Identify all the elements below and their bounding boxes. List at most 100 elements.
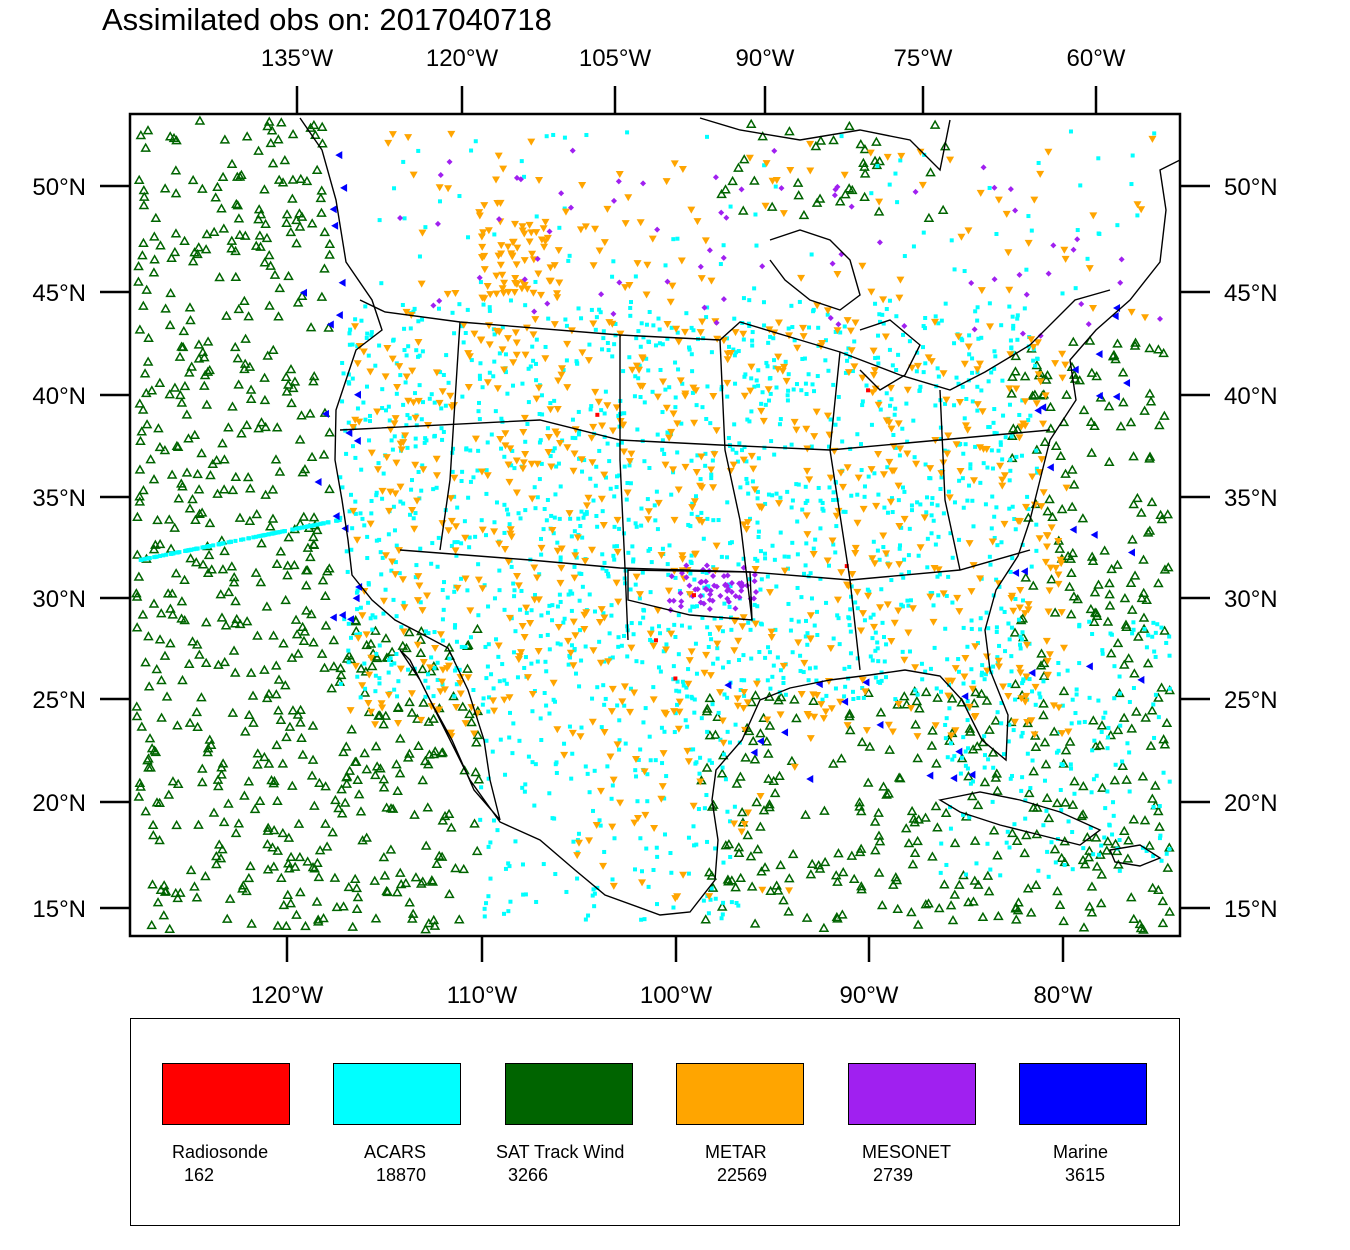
acars-marker bbox=[692, 577, 697, 582]
sat-track-wind-marker bbox=[911, 695, 923, 706]
metar-marker bbox=[667, 428, 676, 436]
acars-marker bbox=[367, 438, 372, 443]
acars-marker bbox=[873, 675, 878, 680]
acars-marker bbox=[744, 459, 749, 464]
acars-marker bbox=[599, 725, 604, 730]
acars-marker bbox=[993, 354, 998, 359]
sat-track-wind-marker bbox=[757, 131, 768, 141]
sat-track-wind-marker bbox=[370, 913, 382, 923]
metar-marker bbox=[1043, 532, 1052, 540]
mesonet-marker bbox=[616, 279, 623, 286]
acars-marker bbox=[917, 388, 922, 393]
mesonet-marker bbox=[1019, 330, 1026, 337]
metar-marker bbox=[942, 396, 951, 404]
acars-marker bbox=[585, 771, 590, 776]
metar-marker bbox=[582, 502, 591, 510]
sat-track-wind-marker bbox=[295, 704, 306, 715]
metar-marker bbox=[810, 713, 819, 721]
metar-marker bbox=[606, 753, 615, 761]
acars-marker bbox=[440, 588, 445, 593]
sat-track-wind-marker bbox=[968, 698, 980, 708]
sat-track-wind-marker bbox=[1042, 506, 1053, 516]
acars-marker bbox=[1027, 677, 1032, 682]
metar-marker bbox=[520, 414, 529, 422]
metar-marker bbox=[1054, 704, 1063, 712]
metar-marker bbox=[613, 741, 622, 749]
sat-track-wind-marker bbox=[309, 863, 320, 873]
acars-marker bbox=[638, 344, 643, 349]
metar-marker bbox=[600, 729, 609, 737]
acars-marker bbox=[728, 584, 733, 589]
acars-marker bbox=[997, 584, 1002, 589]
sat-track-wind-marker bbox=[929, 119, 941, 129]
acars-marker bbox=[522, 789, 527, 794]
sat-track-wind-marker bbox=[920, 899, 932, 909]
acars-marker bbox=[827, 485, 832, 490]
mesonet-marker bbox=[437, 172, 444, 179]
metar-marker bbox=[858, 374, 867, 382]
metar-marker bbox=[415, 582, 424, 590]
right-axis-label: 30°N bbox=[1224, 586, 1278, 613]
acars-marker bbox=[943, 722, 948, 727]
acars-marker bbox=[491, 818, 496, 823]
metar-marker bbox=[674, 486, 683, 494]
metar-marker bbox=[528, 690, 537, 698]
metar-marker bbox=[541, 218, 550, 226]
sat-track-wind-marker bbox=[899, 691, 910, 701]
metar-marker bbox=[774, 319, 783, 327]
sat-track-wind-marker bbox=[190, 514, 201, 525]
sat-track-wind-marker bbox=[366, 660, 378, 671]
metar-marker bbox=[584, 357, 593, 365]
acars-marker bbox=[343, 428, 348, 433]
sat-track-wind-marker bbox=[436, 851, 448, 861]
acars-marker bbox=[795, 585, 800, 590]
sat-track-wind-marker bbox=[196, 692, 207, 702]
sat-track-wind-marker bbox=[923, 212, 935, 223]
metar-marker bbox=[506, 530, 515, 538]
acars-marker bbox=[1099, 730, 1104, 735]
metar-marker bbox=[718, 717, 727, 725]
acars-marker bbox=[1060, 763, 1065, 768]
acars-marker bbox=[747, 419, 752, 424]
acars-marker bbox=[413, 511, 418, 516]
right-axis-label: 35°N bbox=[1224, 485, 1278, 512]
acars-marker bbox=[1152, 649, 1157, 654]
acars-marker bbox=[391, 597, 396, 602]
sat-track-wind-marker bbox=[308, 512, 320, 522]
acars-marker bbox=[727, 740, 732, 745]
acars-marker bbox=[1074, 687, 1079, 692]
sat-track-wind-marker bbox=[810, 140, 822, 151]
sat-track-wind-marker bbox=[1077, 513, 1089, 523]
acars-marker bbox=[1062, 863, 1067, 868]
sat-track-wind-marker bbox=[217, 844, 228, 854]
top-axis-label: 135°W bbox=[261, 45, 334, 72]
metar-marker bbox=[504, 288, 513, 296]
metar-marker bbox=[1041, 392, 1050, 400]
acars-marker bbox=[569, 643, 574, 648]
sat-track-wind-marker bbox=[281, 217, 292, 228]
acars-marker bbox=[654, 845, 659, 850]
metar-marker bbox=[1058, 730, 1067, 738]
acars-marker bbox=[364, 384, 369, 389]
acars-marker bbox=[566, 258, 571, 263]
acars-marker bbox=[404, 423, 409, 428]
metar-marker bbox=[888, 728, 897, 736]
metar-marker bbox=[747, 452, 756, 460]
acars-marker bbox=[392, 661, 397, 666]
acars-marker bbox=[816, 325, 821, 330]
sat-track-wind-marker bbox=[428, 914, 440, 925]
sat-track-wind-marker bbox=[1089, 420, 1100, 431]
acars-marker bbox=[1092, 738, 1097, 743]
acars-marker bbox=[1038, 695, 1043, 700]
acars-marker bbox=[555, 641, 560, 646]
acars-marker bbox=[638, 747, 643, 752]
sat-track-wind-marker bbox=[319, 226, 331, 237]
acars-marker bbox=[407, 416, 412, 421]
acars-marker bbox=[925, 536, 930, 541]
acars-marker bbox=[728, 855, 733, 860]
metar-marker bbox=[785, 332, 794, 340]
acars-marker bbox=[557, 225, 562, 230]
sat-track-wind-marker bbox=[759, 862, 771, 872]
metar-marker bbox=[500, 366, 509, 374]
acars-marker bbox=[1021, 677, 1026, 682]
